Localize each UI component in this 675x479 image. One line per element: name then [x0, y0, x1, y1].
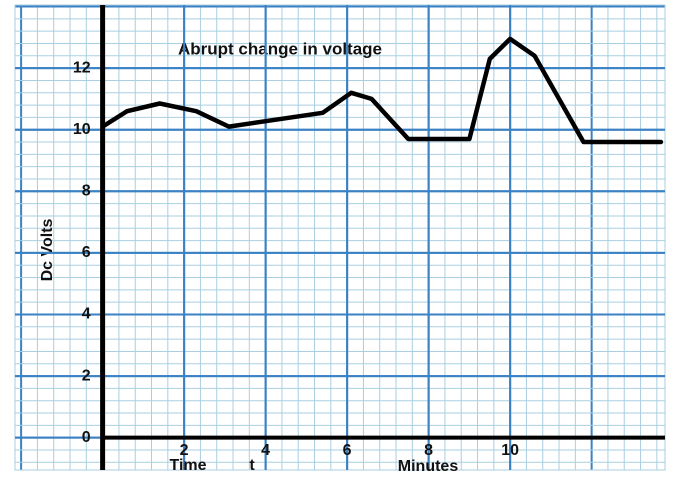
x-tick-label: 2 — [180, 442, 189, 459]
annotation: Time — [169, 457, 206, 474]
y-tick-label: 6 — [82, 244, 91, 261]
y-tick-label: 12 — [73, 59, 91, 76]
x-tick-label: 6 — [343, 442, 352, 459]
y-tick-label: 8 — [82, 183, 91, 200]
data-line — [100, 36, 664, 145]
y-tick-label: 4 — [82, 306, 91, 323]
y-tick-label: 10 — [73, 121, 91, 138]
paper-border — [14, 4, 666, 471]
x-tick-label: 10 — [501, 442, 519, 459]
y-tick-label: 0 — [82, 429, 91, 446]
annotation: Minutes — [398, 458, 459, 475]
y-tick-label: 2 — [82, 367, 91, 384]
x-tick-label: 8 — [424, 442, 433, 459]
annotation: t — [249, 457, 255, 474]
x-tick-label: 4 — [261, 442, 270, 459]
chart-title: Abrupt change in voltage — [178, 39, 382, 58]
y-axis-label: Dc Volts — [39, 218, 56, 281]
